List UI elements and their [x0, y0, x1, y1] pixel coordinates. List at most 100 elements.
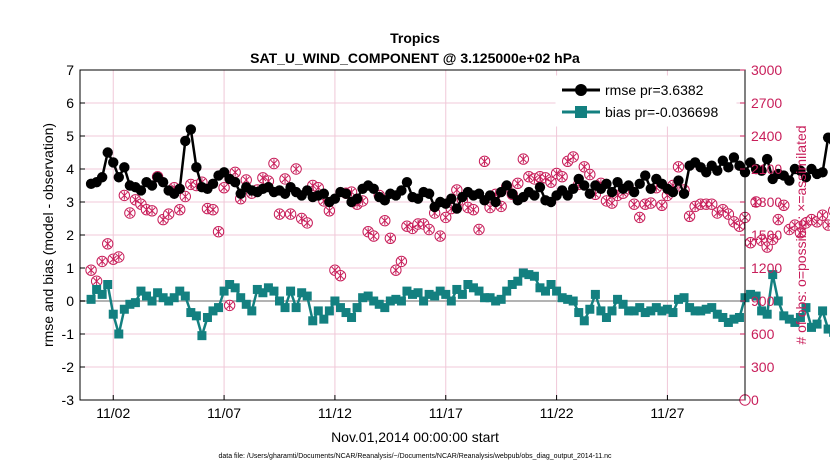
- bias-point: [214, 303, 224, 313]
- bias-point: [590, 289, 600, 299]
- rmse-point: [645, 183, 656, 194]
- bias-point: [324, 306, 334, 316]
- assimilated-obs-marker: [702, 200, 710, 209]
- rmse-point: [423, 188, 435, 199]
- bias-point: [446, 296, 456, 306]
- bias-point: [330, 296, 340, 306]
- bias-point: [108, 309, 118, 319]
- bias-point: [651, 303, 661, 313]
- x-tick-label: 11/07: [207, 405, 241, 421]
- assimilated-obs-marker: [713, 208, 721, 218]
- assimilated-obs-marker: [785, 225, 793, 234]
- left-tick-label: 3: [66, 194, 74, 210]
- assimilated-obs-marker: [181, 192, 189, 201]
- possible-obs-marker: [822, 219, 830, 231]
- assimilated-obs-marker: [647, 198, 655, 208]
- x-tick-label: 11/22: [540, 405, 574, 421]
- assimilated-obs-marker: [408, 224, 417, 233]
- bias-point: [502, 286, 512, 296]
- assimilated-obs-marker: [187, 180, 195, 189]
- right-axis-ticks: 0 300 600 900 1200 1500 1800 2100 2400 2700 3000: [740, 62, 782, 408]
- x-tick-label: 11/27: [650, 405, 684, 421]
- bias-point: [779, 311, 789, 321]
- assimilated-obs-marker: [131, 195, 139, 204]
- bias-point: [712, 309, 722, 319]
- right-tick-label: 3000: [751, 62, 782, 78]
- bias-point: [352, 303, 362, 313]
- bias-point: [668, 308, 678, 318]
- assimilated-obs-marker: [630, 200, 638, 209]
- left-axis-ticks: -3 -2 -1 0 1 2 3 4 5 6 7: [62, 62, 85, 408]
- right-tick-label: 300: [751, 359, 775, 375]
- bias-point: [230, 283, 240, 293]
- rmse-point: [568, 183, 579, 194]
- assimilated-obs-marker: [126, 208, 134, 218]
- assimilated-obs-marker: [115, 252, 123, 262]
- left-tick-label: -2: [62, 359, 75, 375]
- bias-point: [319, 314, 329, 324]
- bias-point: [363, 291, 373, 301]
- assimilated-obs-marker: [658, 201, 666, 210]
- assimilated-obs-marker: [331, 266, 339, 275]
- bias-point: [734, 313, 744, 322]
- rmse-point: [601, 178, 612, 190]
- bias-point: [485, 293, 495, 303]
- legend-bias-marker: [575, 106, 587, 118]
- bias-point: [385, 296, 395, 306]
- bias-point: [258, 288, 268, 298]
- bias-point: [286, 286, 296, 296]
- rmse-point: [180, 135, 191, 147]
- assimilated-obs-marker: [602, 196, 611, 206]
- left-tick-label: 6: [66, 95, 74, 111]
- assimilated-obs-marker: [209, 205, 217, 214]
- right-tick-label: 1800: [751, 194, 782, 210]
- assimilated-obs-marker: [176, 205, 184, 214]
- assimilated-obs-marker: [735, 222, 744, 231]
- assimilated-obs-marker: [165, 209, 173, 219]
- assimilated-obs-marker: [287, 209, 295, 219]
- bias-point: [263, 283, 273, 293]
- assimilated-obs-marker: [120, 191, 128, 200]
- bias-point: [718, 313, 728, 322]
- bias-point: [751, 291, 761, 301]
- bias-point: [158, 293, 168, 303]
- bias-point: [452, 284, 462, 294]
- bias-point: [674, 294, 683, 304]
- assimilated-obs-marker: [214, 227, 223, 236]
- bias-point: [729, 314, 739, 324]
- assimilated-obs-marker: [104, 239, 112, 248]
- assimilated-obs-marker: [774, 215, 782, 224]
- assimilated-obs-marker: [336, 271, 345, 280]
- x-tick-label: 11/02: [96, 405, 130, 421]
- rmse-point: [579, 180, 590, 191]
- bias-point: [535, 283, 545, 293]
- bias-point: [613, 294, 623, 304]
- assimilated-obs-marker: [819, 211, 827, 220]
- rmse-point: [119, 162, 130, 173]
- bias-point: [247, 306, 257, 316]
- assimilated-obs-marker: [148, 206, 156, 215]
- rmse-point: [451, 203, 463, 214]
- bias-point: [607, 306, 617, 316]
- assimilated-obs-marker: [381, 216, 389, 225]
- bias-point: [419, 296, 429, 306]
- bias-point: [391, 294, 401, 304]
- bias-point: [679, 293, 689, 303]
- assimilated-obs-marker: [292, 164, 300, 174]
- assimilated-obs-marker: [758, 236, 766, 245]
- bias-point: [164, 296, 174, 306]
- left-tick-label: 2: [66, 227, 74, 243]
- assimilated-obs-marker: [397, 257, 405, 266]
- bias-point: [119, 304, 129, 314]
- bias-point: [252, 284, 262, 294]
- rmse-point: [800, 172, 812, 183]
- assimilated-obs-marker: [420, 219, 428, 229]
- assimilated-obs-marker: [763, 242, 771, 252]
- assimilated-obs-marker: [514, 179, 522, 188]
- rmse-point: [446, 193, 457, 204]
- assimilated-obs-marker: [730, 217, 738, 226]
- bias-point: [236, 293, 246, 303]
- assimilated-obs-marker: [469, 205, 478, 214]
- bias-point: [574, 308, 584, 318]
